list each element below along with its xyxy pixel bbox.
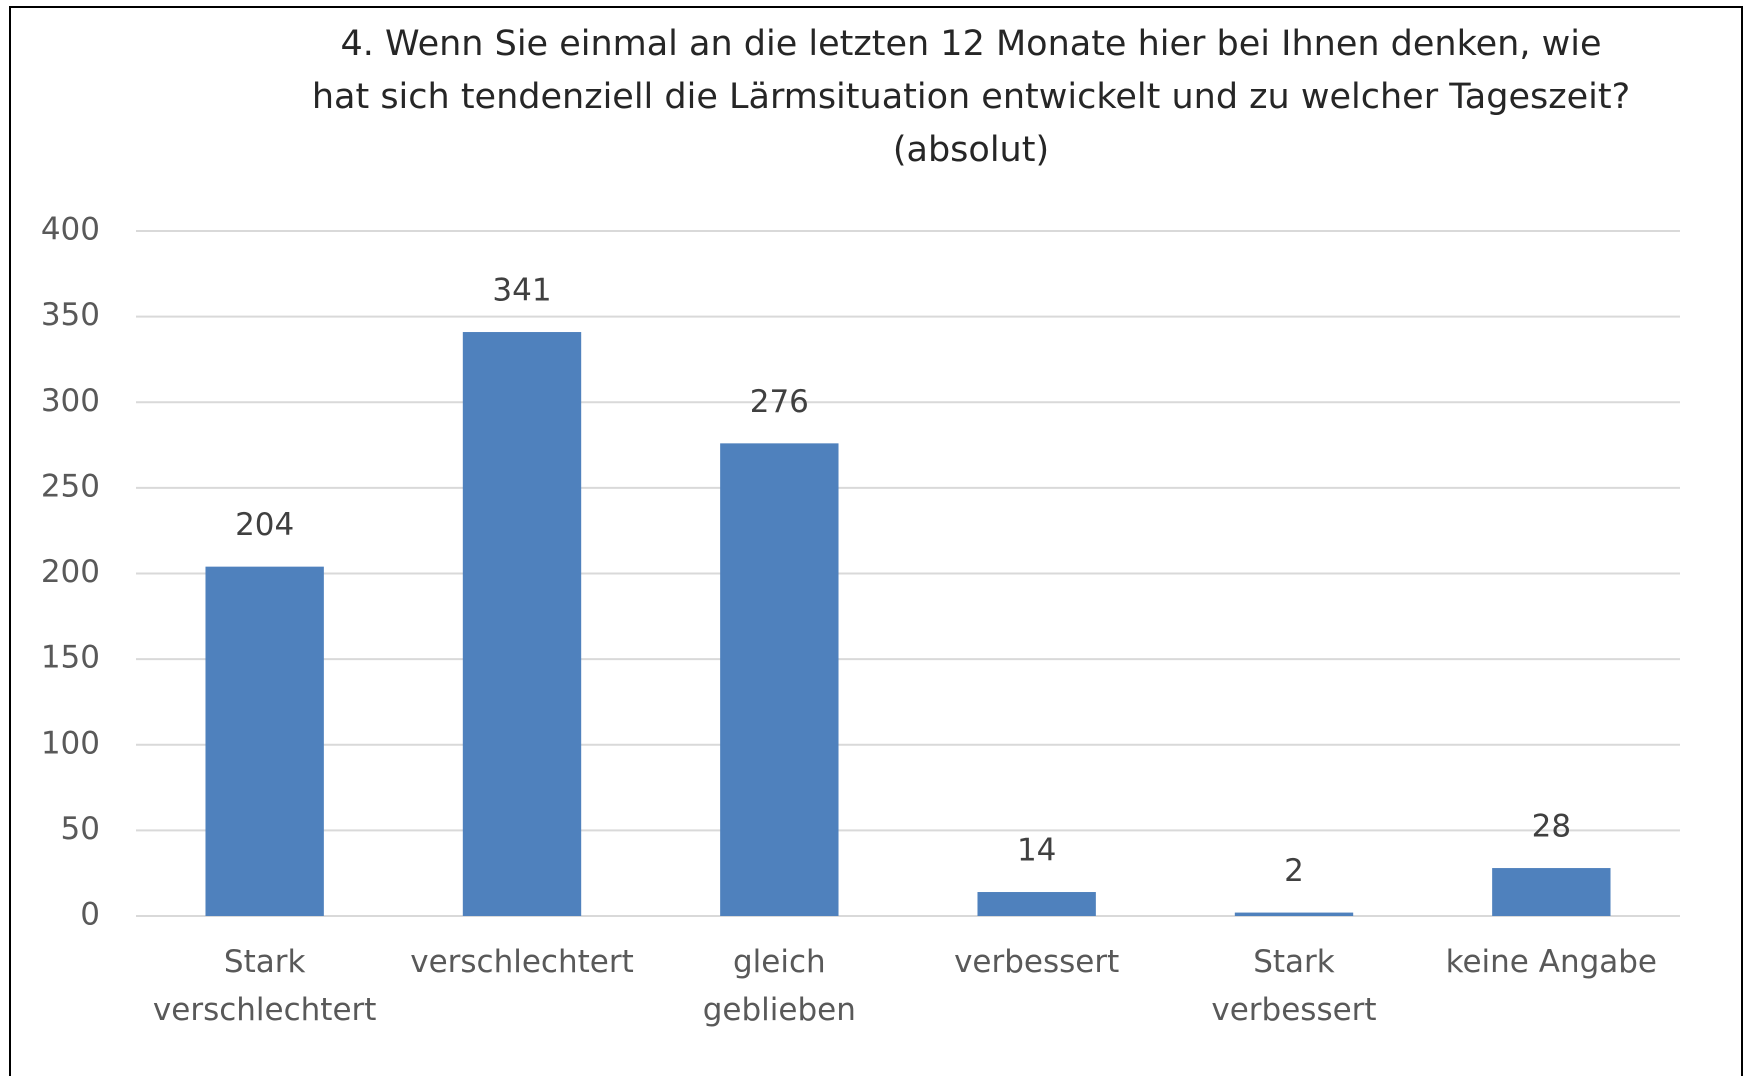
y-tick-label: 400 — [41, 212, 100, 248]
y-tick-label: 50 — [61, 811, 100, 847]
frame — [9, 6, 1743, 1076]
bar — [1492, 868, 1611, 916]
data-label: 28 — [1532, 809, 1571, 845]
y-tick-label: 250 — [41, 468, 100, 504]
x-tick-label: Stark verschlechtert — [152, 944, 377, 1028]
y-tick-label: 100 — [41, 725, 100, 761]
x-tick-label: Stark verbessert — [1211, 944, 1377, 1028]
y-tick-label: 300 — [41, 383, 100, 419]
data-label: 341 — [492, 273, 551, 309]
x-tick-label: gleich geblieben — [702, 944, 856, 1028]
y-tick-label: 0 — [80, 897, 100, 933]
data-label: 276 — [750, 384, 809, 420]
x-tick-label: verschlechtert — [410, 944, 634, 980]
data-label: 2 — [1284, 853, 1304, 889]
y-tick-label: 150 — [41, 640, 100, 676]
bar — [462, 332, 582, 917]
bar — [205, 566, 324, 916]
bar — [1234, 912, 1354, 916]
data-label: 204 — [235, 507, 294, 543]
x-tick-label: keine Angabe — [1445, 944, 1658, 980]
bar — [720, 443, 839, 916]
x-tick-label: verbessert — [954, 944, 1120, 980]
y-tick-label: 200 — [41, 554, 100, 590]
bar — [977, 892, 1096, 916]
chart-title: 4. Wenn Sie einmal an die letzten 12 Mon… — [311, 24, 1631, 170]
data-label: 14 — [1017, 833, 1056, 869]
y-tick-label: 350 — [41, 297, 100, 333]
